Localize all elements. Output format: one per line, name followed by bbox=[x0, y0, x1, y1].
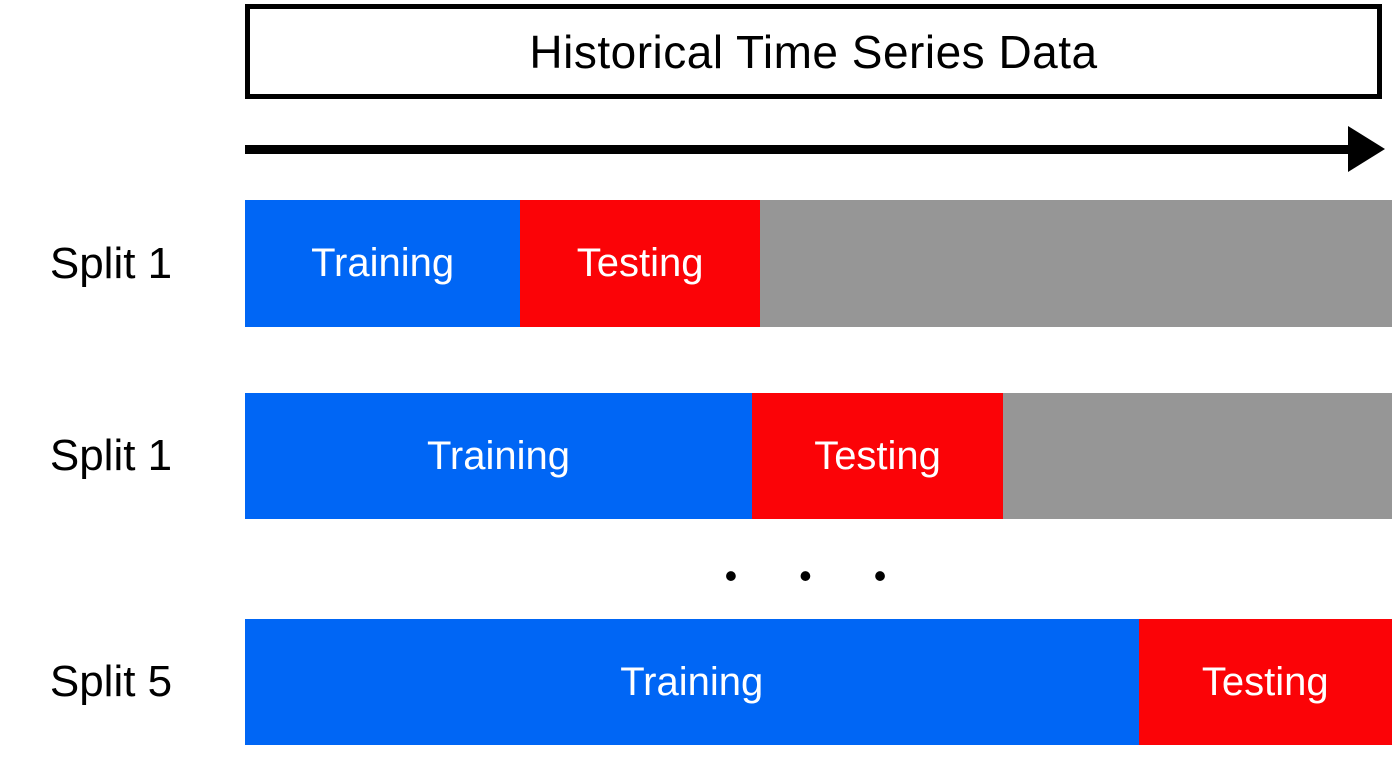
testing-segment-label: Testing bbox=[576, 241, 704, 285]
split-row-1: Split 1 Training Testing bbox=[0, 200, 1392, 327]
testing-segment-label: Testing bbox=[1201, 659, 1329, 704]
split-row-5: Split 5 Training Testing bbox=[0, 619, 1392, 745]
split-row-2: Split 1 Training Testing bbox=[0, 393, 1392, 519]
training-segment: Training bbox=[245, 200, 521, 327]
header-box: Historical Time Series Data bbox=[245, 4, 1382, 99]
training-segment-label: Training bbox=[311, 241, 455, 285]
ellipsis: • • • bbox=[724, 555, 913, 596]
testing-segment-label: Testing bbox=[814, 433, 941, 478]
page-title: Historical Time Series Data bbox=[529, 25, 1098, 78]
split-label: Split 1 bbox=[49, 431, 173, 480]
testing-segment: Testing bbox=[1138, 619, 1392, 745]
training-segment-label: Training bbox=[620, 659, 764, 704]
label-spacer bbox=[222, 200, 245, 327]
training-segment: Training bbox=[245, 619, 1139, 745]
arrow-line bbox=[245, 144, 1348, 154]
label-spacer bbox=[222, 619, 245, 745]
split-label: Split 5 bbox=[49, 657, 173, 706]
timeline-arrow bbox=[245, 125, 1385, 173]
arrow-right-icon bbox=[1348, 126, 1385, 172]
testing-segment: Testing bbox=[520, 200, 760, 327]
training-segment-label: Training bbox=[426, 433, 570, 478]
split-bar: Training Testing bbox=[245, 393, 1392, 519]
split-bar: Training Testing bbox=[245, 200, 1392, 327]
unused-segment bbox=[759, 200, 1392, 327]
split-bar: Training Testing bbox=[245, 619, 1392, 745]
training-segment: Training bbox=[245, 393, 752, 519]
split-label: Split 1 bbox=[49, 238, 173, 288]
label-spacer bbox=[222, 393, 245, 519]
testing-segment: Testing bbox=[751, 393, 1004, 519]
unused-segment bbox=[1003, 393, 1392, 519]
